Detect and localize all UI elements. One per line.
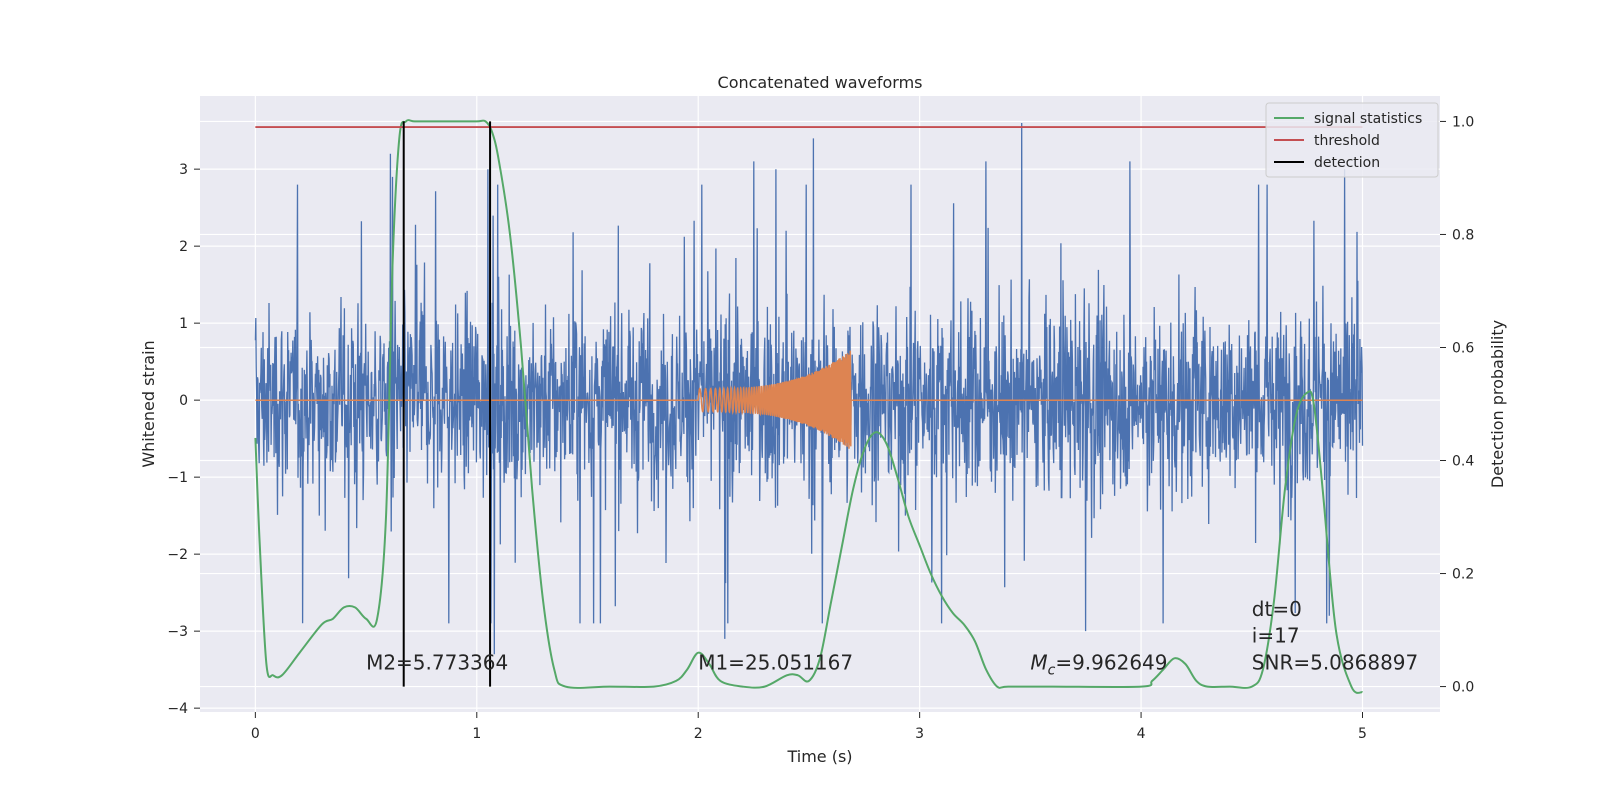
y-tick-label: −4 [167,701,188,717]
x-axis-label: Time (s) [786,747,852,766]
y-tick-label: −1 [167,470,188,486]
y-tick-label: −2 [167,547,188,563]
legend-label: threshold [1314,133,1380,149]
legend-box [1265,102,1439,178]
y2-axis-label: Detection probability [1488,320,1507,488]
legend-label: detection [1314,155,1380,171]
x-tick-label: 4 [1137,726,1146,742]
y2-tick-label: 0.0 [1452,680,1474,696]
x-tick-label: 5 [1358,726,1367,742]
y2-tick-label: 0.2 [1452,567,1474,583]
legend: signal statistics threshold detection [1265,102,1439,178]
annotation-text: M1=25.051167 [698,651,853,675]
axes: 0 1 2 3 4 5 −4 −3 −2 −1 0 1 2 3 0.0 0.2 0.4 0.6 0.8 1.0 [167,114,1474,742]
y-axis-label: Whitened strain [139,340,158,467]
x-tick-label: 3 [915,726,924,742]
y-tick-label: 1 [179,316,188,332]
x-tick-label: 0 [251,726,260,742]
x-tick-label: 2 [694,726,703,742]
y-tick-label: 3 [179,162,188,178]
y-tick-label: 0 [179,393,188,409]
annotation-text: SNR=5.0868897 [1252,651,1418,675]
y2-tick-label: 1.0 [1452,114,1474,130]
legend-label: signal statistics [1314,111,1422,127]
noise-strain-line [254,122,1364,655]
y-tick-label: −3 [167,624,188,640]
y-tick-label: 2 [179,239,188,255]
y2-tick-label: 0.6 [1452,340,1474,356]
data-layer [254,119,1364,694]
annotation-text: i=17 [1252,624,1300,648]
x-tick-label: 1 [472,726,481,742]
annotation-text: Mc=9.962649 [1030,651,1167,679]
annotation-text: dt=0 [1252,597,1302,621]
signal-statistics-line [254,119,1363,694]
annotation-text: M2=5.773364 [366,651,508,675]
y2-tick-label: 0.8 [1452,227,1474,243]
annotations: M2=5.773364 M1=25.051167 Mc=9.962649 dt=0 i=… [366,597,1418,679]
template-waveform-line [255,350,1363,449]
y2-tick-label: 0.4 [1452,454,1474,470]
chart-title: Concatenated waveforms [718,73,923,92]
